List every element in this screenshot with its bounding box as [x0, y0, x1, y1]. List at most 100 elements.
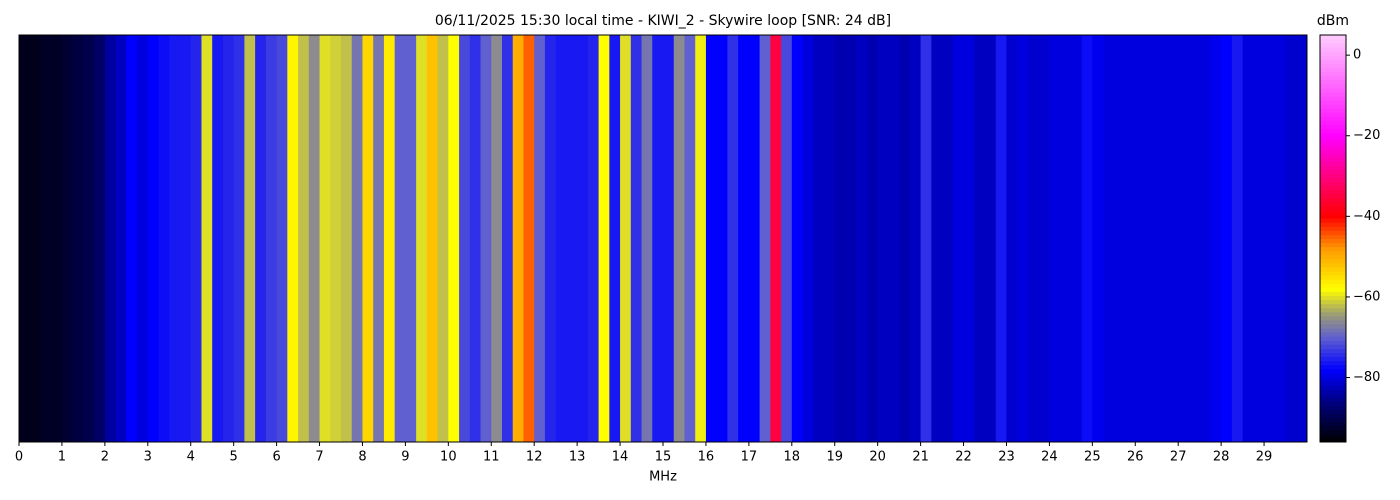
heat-cell — [641, 35, 653, 442]
colorbar-segment — [1320, 79, 1346, 85]
colorbar-tick-label: −40 — [1353, 209, 1380, 224]
heat-cell — [330, 35, 342, 442]
heat-cell — [845, 35, 857, 442]
colorbar-segment — [1320, 210, 1346, 215]
colorbar-segment — [1320, 59, 1346, 64]
colorbar-segment — [1320, 246, 1346, 252]
heat-cell — [781, 35, 793, 442]
colorbar-segment — [1320, 165, 1346, 170]
heat-cell — [137, 35, 149, 442]
colorbar-segment — [1320, 100, 1346, 105]
colorbar-segment — [1320, 319, 1346, 325]
colorbar-segment — [1320, 405, 1346, 410]
heat-cell — [630, 35, 643, 442]
x-tick-label: 18 — [784, 450, 801, 465]
colorbar-segment — [1320, 409, 1346, 415]
x-tick-label: 6 — [272, 450, 280, 465]
colorbar-segment — [1320, 242, 1346, 248]
heat-cell — [1178, 35, 1190, 442]
heat-cell — [834, 35, 846, 442]
heat-cell — [1296, 35, 1308, 442]
heat-cell — [222, 35, 235, 442]
colorbar-segment — [1320, 157, 1346, 162]
colorbar-segment — [1320, 279, 1346, 284]
heat-cell — [212, 35, 224, 442]
heat-cell — [748, 35, 761, 442]
heat-cell — [1167, 35, 1179, 442]
heat-cell — [931, 35, 943, 442]
heat-cell — [609, 35, 621, 442]
heat-cell — [856, 35, 868, 442]
colorbar-segment — [1320, 315, 1346, 321]
heat-cell — [963, 35, 975, 442]
x-tick-label: 16 — [698, 450, 715, 465]
heat-cell — [1006, 35, 1018, 442]
heat-cell — [663, 35, 675, 442]
colorbar-tick-label: −60 — [1353, 289, 1380, 304]
heat-cell — [673, 35, 685, 442]
colorbar-segment — [1320, 262, 1346, 268]
colorbar-label: dBm — [1317, 13, 1349, 29]
colorbar-segment — [1320, 266, 1346, 272]
colorbar-segment — [1320, 401, 1346, 406]
colorbar-segment — [1320, 181, 1346, 187]
heat-cell — [233, 35, 245, 442]
heat-cell — [1124, 35, 1136, 442]
heat-cell — [1210, 35, 1222, 442]
heat-cell — [383, 35, 396, 442]
heat-cell — [405, 35, 417, 442]
heat-cell — [512, 35, 524, 442]
colorbar-segment — [1320, 234, 1346, 239]
colorbar-segment — [1320, 360, 1346, 366]
colorbar-segment — [1320, 173, 1346, 178]
heat-cell — [265, 35, 278, 442]
colorbar-segment — [1320, 189, 1346, 195]
colorbar-segment — [1320, 425, 1346, 431]
heat-cell — [72, 35, 84, 442]
colorbar-segment — [1320, 169, 1346, 174]
heat-cell — [1221, 35, 1233, 442]
colorbar-tick-label: −80 — [1353, 370, 1380, 385]
colorbar-segment — [1320, 429, 1346, 435]
colorbar-segment — [1320, 214, 1346, 219]
heat-cell — [1285, 35, 1297, 442]
heat-cell — [985, 35, 997, 442]
heat-cell — [1049, 35, 1061, 442]
colorbar-segment — [1320, 230, 1346, 235]
colorbar-segment — [1320, 368, 1346, 374]
heat-cell — [802, 35, 814, 442]
colorbar-segment — [1320, 108, 1346, 113]
colorbar-segment — [1320, 161, 1346, 166]
heat-cell — [1146, 35, 1158, 442]
colorbar-segment — [1320, 124, 1346, 130]
heat-cell — [40, 35, 52, 442]
colorbar-segment — [1320, 140, 1346, 146]
colorbar-segment — [1320, 116, 1346, 121]
heat-cell — [534, 35, 546, 442]
heat-cell — [426, 35, 439, 442]
heat-cell — [684, 35, 696, 442]
heat-cell — [169, 35, 181, 442]
heat-cell — [19, 35, 31, 442]
colorbar-segment — [1320, 421, 1346, 427]
heat-cell — [824, 35, 836, 442]
heat-cell — [319, 35, 331, 442]
colorbar-segment — [1320, 120, 1346, 126]
colorbar-segment — [1320, 67, 1346, 73]
colorbar-segment — [1320, 250, 1346, 256]
heat-cell — [158, 35, 170, 442]
heat-cell — [759, 35, 771, 442]
heat-cell — [1274, 35, 1287, 442]
colorbar-segment — [1320, 104, 1346, 109]
heat-cell — [920, 35, 932, 442]
heat-cell — [995, 35, 1007, 442]
heat-cell — [448, 35, 460, 442]
heat-cell — [341, 35, 353, 442]
x-tick-label: 7 — [315, 450, 323, 465]
colorbar-segment — [1320, 332, 1346, 337]
heat-cell — [61, 35, 74, 442]
heat-cell — [1135, 35, 1147, 442]
heat-cell — [1113, 35, 1126, 442]
heat-cell — [244, 35, 256, 442]
heat-cell — [598, 35, 610, 442]
